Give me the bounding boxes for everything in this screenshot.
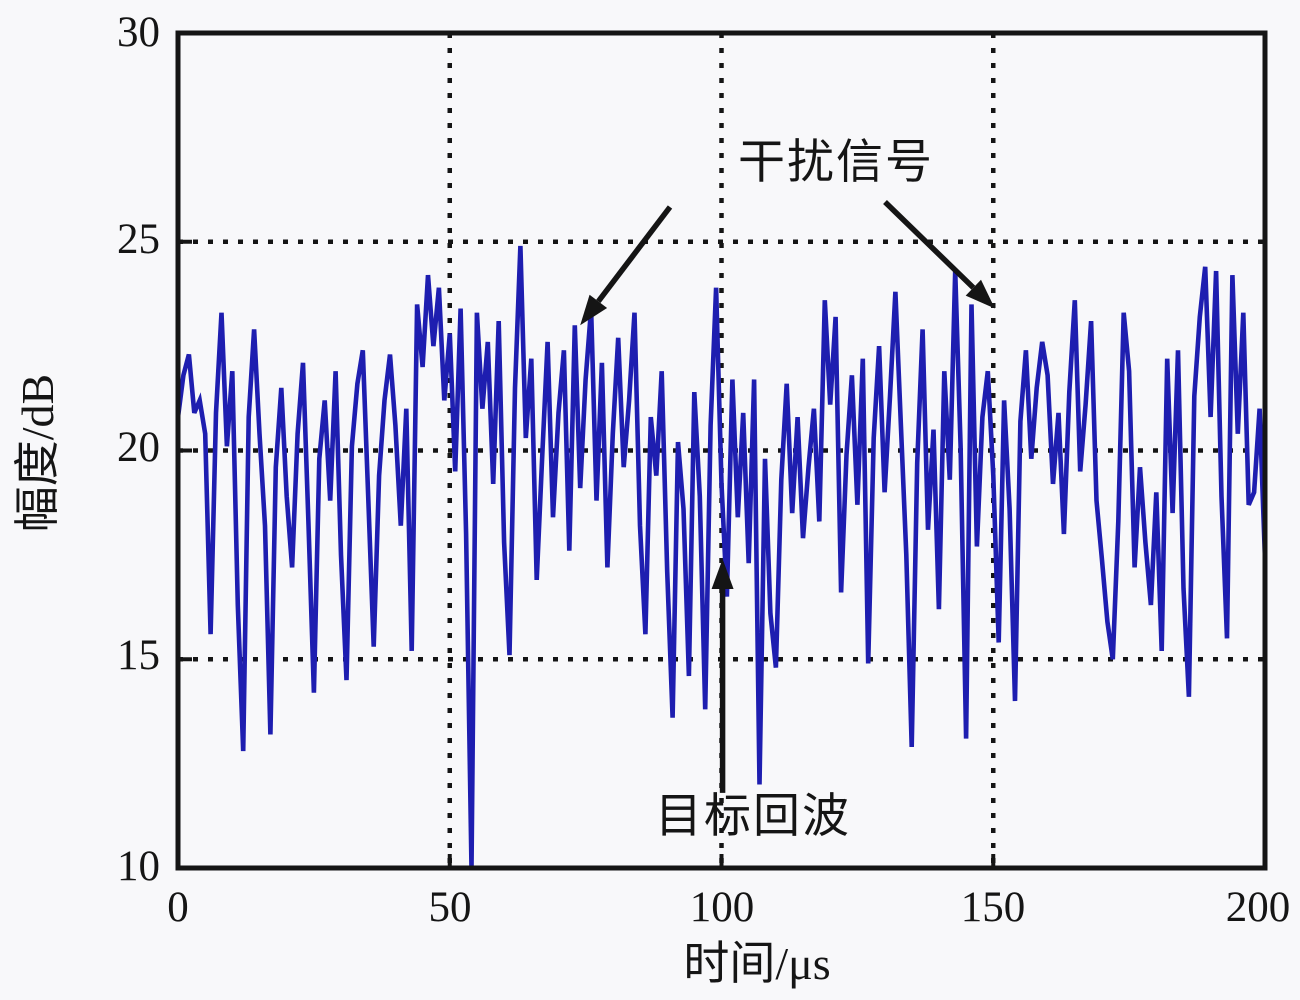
x-tick-label-150: 150	[960, 884, 1026, 931]
x-tick-label-50: 50	[428, 884, 472, 931]
y-axis-title: 幅度/dB	[12, 373, 63, 533]
x-tick-label-0: 0	[167, 884, 189, 931]
y-tick-label-30: 30	[117, 9, 160, 56]
y-tick-label-25: 25	[117, 216, 160, 263]
y-tick-label-10: 10	[117, 843, 160, 890]
interference-arrow-right	[883, 200, 995, 309]
x-axis-title: 时间/μs	[683, 938, 831, 989]
annotation-interference-signal: 干扰信号	[738, 137, 934, 189]
y-tick-label-15: 15	[117, 632, 160, 679]
interference-arrow-left	[580, 205, 673, 326]
annotation-target-echo: 目标回波	[655, 791, 851, 843]
signal-line	[175, 245, 1268, 869]
x-tick-label-100: 100	[689, 884, 755, 931]
y-tick-label-20: 20	[117, 424, 160, 471]
x-tick-label-200: 200	[1225, 884, 1291, 931]
target-echo-arrow	[711, 559, 734, 793]
